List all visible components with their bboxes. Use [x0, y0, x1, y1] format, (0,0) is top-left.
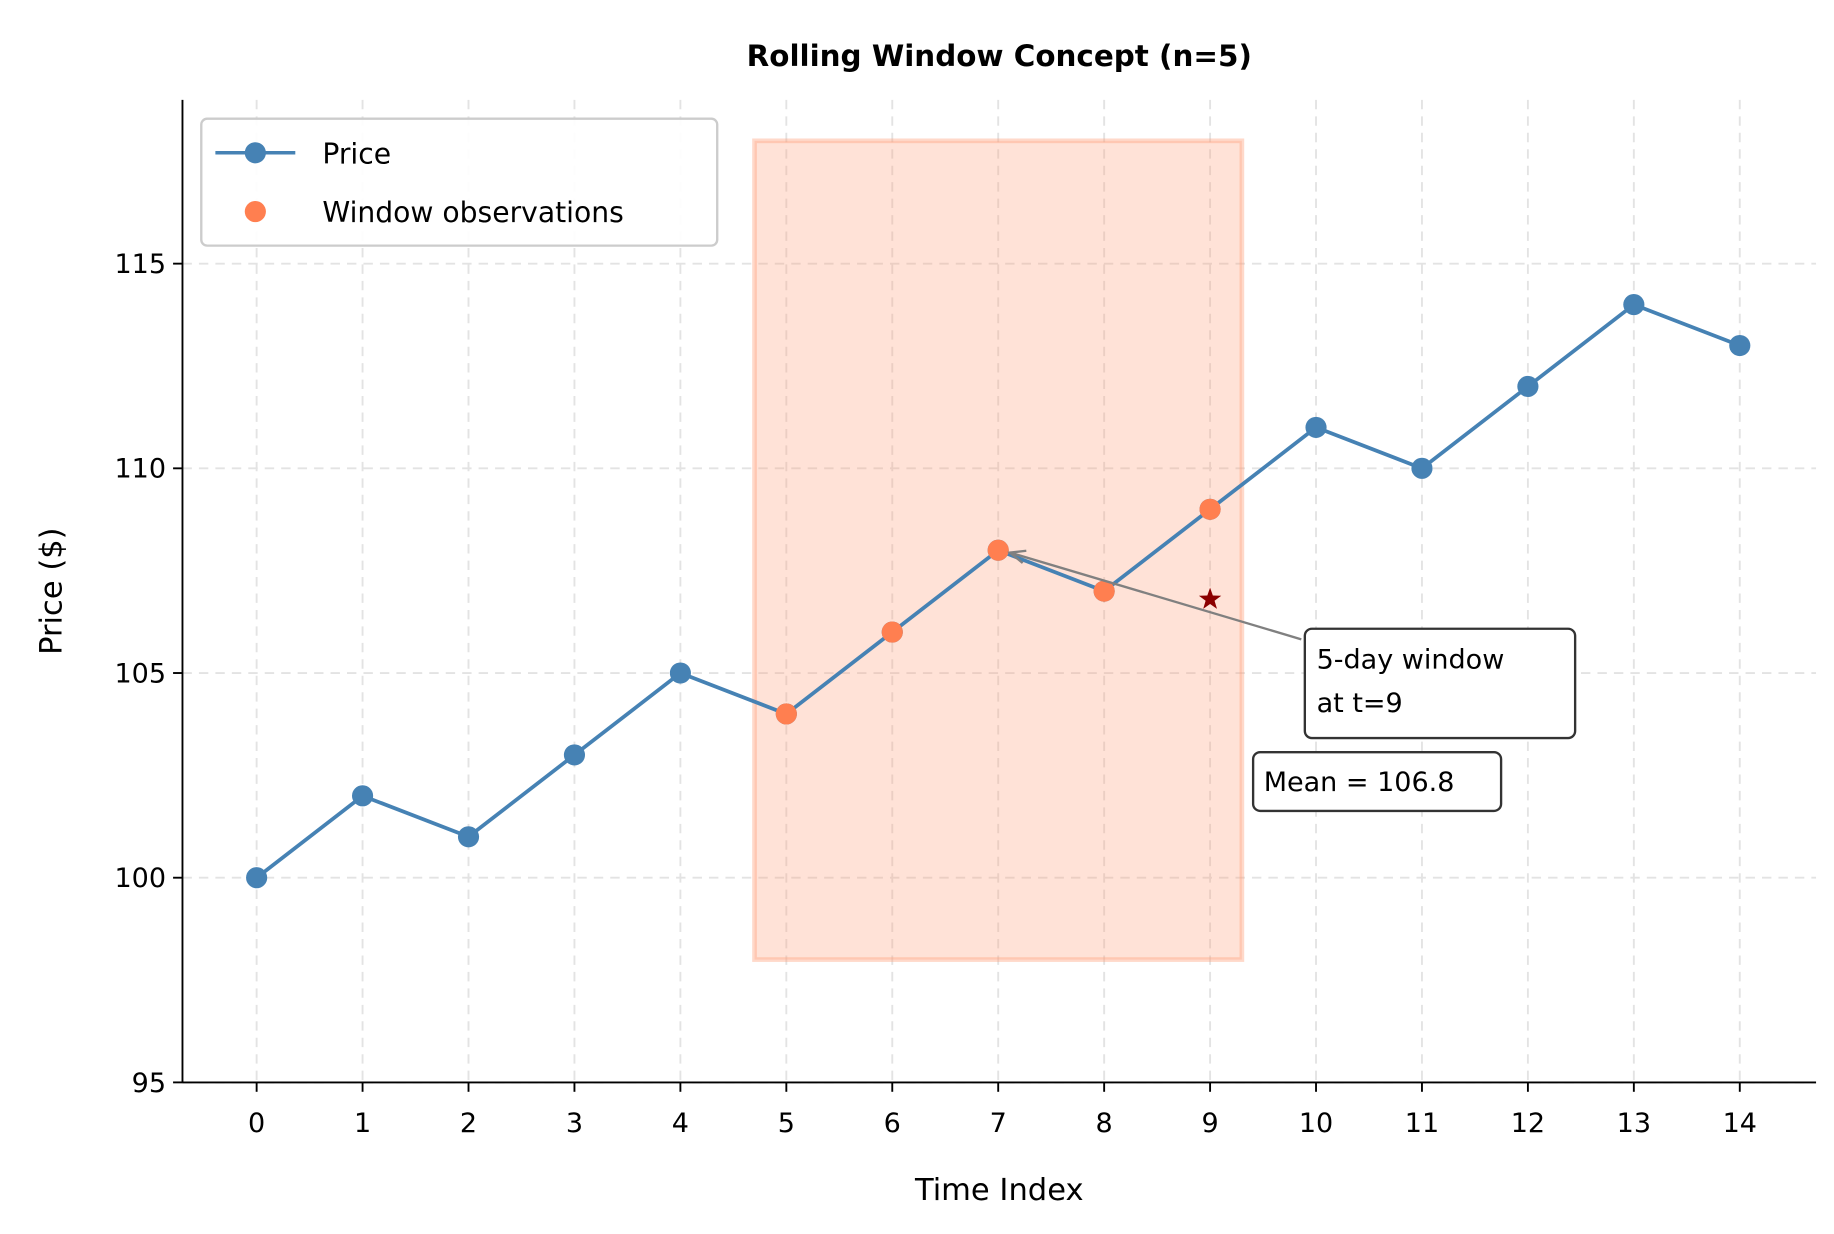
x-tick-label: 3: [566, 1108, 583, 1139]
price-point: [351, 785, 374, 807]
window-annotation-text2: at t=9: [1317, 688, 1403, 719]
x-tick-label: 7: [990, 1108, 1007, 1139]
window-annotation-text: 5-day window: [1317, 645, 1505, 676]
annotations: 5-day window at t=9 Mean = 106.8: [1007, 549, 1577, 813]
x-tick-label: 1: [354, 1108, 371, 1139]
window-point: [881, 621, 903, 643]
y-axis-label: Price ($): [34, 527, 69, 655]
legend-box: [200, 117, 719, 247]
legend-price-label: Price: [322, 137, 391, 170]
price-point: [563, 744, 586, 766]
x-tick-label: 5: [778, 1108, 795, 1139]
x-tick-label: 11: [1405, 1108, 1439, 1139]
chart-title: Rolling Window Concept (n=5): [747, 39, 1252, 73]
window-point: [1093, 580, 1115, 602]
y-tick-label: 95: [132, 1068, 166, 1099]
y-tick-label: 100: [114, 863, 166, 894]
x-tick-label: 4: [672, 1108, 689, 1139]
legend-window-label: Window observations: [322, 196, 624, 229]
x-tick-label: 14: [1723, 1108, 1757, 1139]
mean-annotation-box: [1251, 750, 1503, 813]
window-point: [1199, 498, 1221, 520]
x-tick-label: 2: [460, 1108, 477, 1139]
window-point: [987, 539, 1009, 561]
legend-price-marker: [244, 142, 266, 164]
y-tick-label: 105: [114, 658, 166, 689]
price-point: [1305, 416, 1327, 438]
y-tick-label: 110: [114, 454, 166, 485]
window-observations: [775, 498, 1222, 725]
price-point: [669, 662, 691, 684]
x-tick-label: 12: [1511, 1108, 1545, 1139]
price-point: [246, 867, 268, 889]
arrow-head-icon: [1007, 549, 1027, 564]
x-tick-label: 9: [1201, 1108, 1218, 1139]
mean-annotation-text: Mean = 106.8: [1264, 767, 1455, 798]
x-tick-label: 8: [1096, 1108, 1113, 1139]
window-annotation-box: [1303, 627, 1577, 740]
x-tick-label: 6: [884, 1108, 901, 1139]
y-tick-label: 115: [114, 249, 166, 280]
x-tick-label: 10: [1299, 1108, 1333, 1139]
price-point: [1411, 457, 1433, 479]
window-point: [775, 703, 797, 725]
price-point: [457, 826, 480, 848]
legend: Price Window observations: [200, 117, 719, 247]
mean-star-marker: [1198, 587, 1222, 609]
price-point: [1623, 294, 1645, 316]
price-point: [1729, 334, 1751, 357]
x-tick-label: 13: [1617, 1108, 1651, 1139]
annotation-arrow: [1009, 551, 1302, 641]
legend-window-marker: [244, 200, 266, 223]
price-point: [1517, 375, 1539, 398]
x-axis-label: Time Index: [914, 1173, 1084, 1208]
x-tick-label: 0: [248, 1108, 265, 1139]
